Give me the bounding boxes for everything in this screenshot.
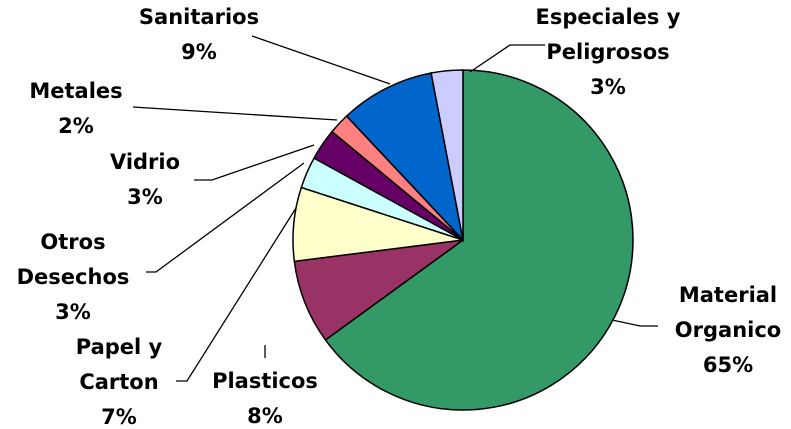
leader-line [611, 319, 658, 327]
pie-slice [430, 69, 464, 241]
slice-value-label: 3% [590, 75, 626, 99]
slice-value-label: 7% [101, 405, 137, 429]
slice-value-label: 3% [55, 300, 91, 324]
slice-value-label: 8% [247, 404, 283, 428]
slice-label: Sanitarios [138, 5, 260, 29]
slice-label: Otros Desechos [16, 230, 130, 289]
leader-line [132, 106, 338, 121]
leader-line [469, 44, 545, 73]
slice-value-label: 2% [58, 114, 94, 138]
slice-label: Especiales y Peligrosos [535, 5, 681, 64]
slice-value-label: 3% [127, 185, 163, 209]
slice-value-label: 9% [181, 40, 217, 64]
leader-line [146, 162, 305, 273]
slice-value-label: 65% [702, 353, 754, 377]
slice-label: Vidrio [109, 150, 181, 174]
slice-label: Metales [29, 79, 123, 103]
slice-label: Papel y Carton [75, 335, 163, 394]
pie-slice [324, 69, 634, 411]
slice-label: Plasticos [212, 369, 318, 393]
pie-slice [345, 72, 465, 243]
leader-line [194, 144, 315, 181]
leader-line [251, 35, 391, 85]
leader-line [176, 207, 297, 382]
slice-label: Material Organico [674, 283, 782, 342]
